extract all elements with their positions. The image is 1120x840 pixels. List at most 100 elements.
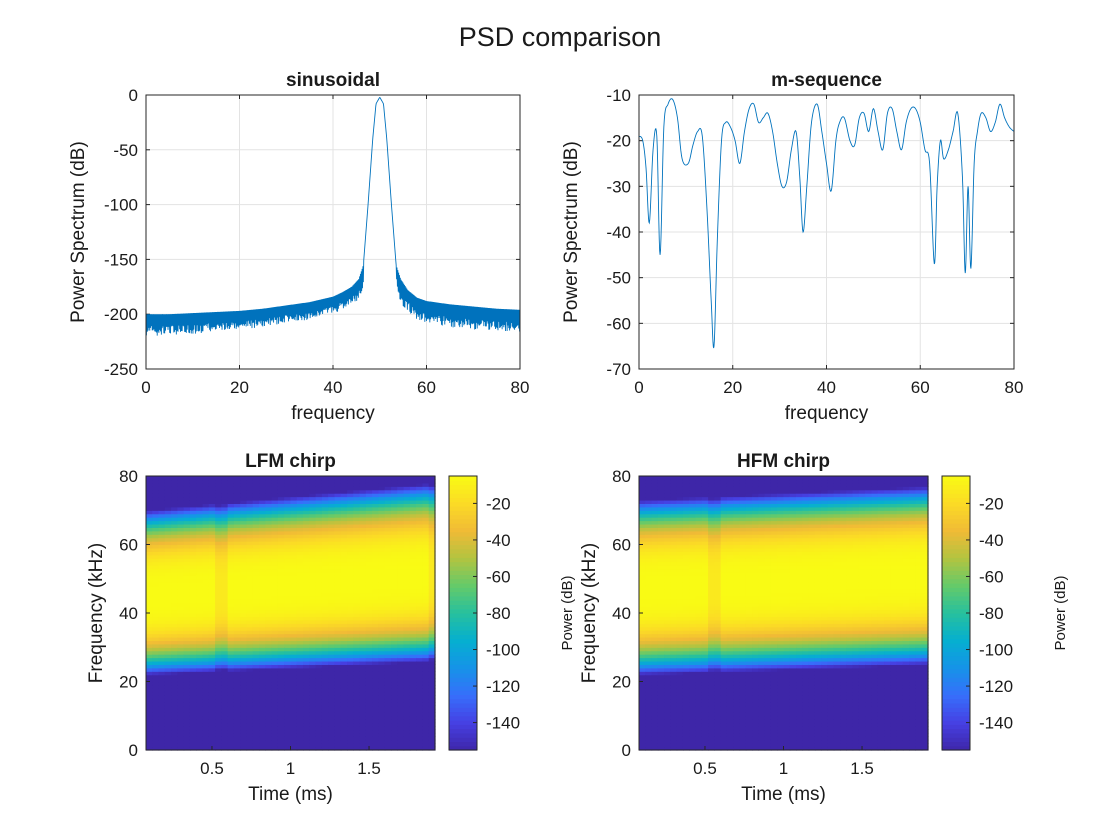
heatmap-cell xyxy=(202,602,210,607)
y-tick-label: 80 xyxy=(612,467,631,486)
heatmap-cell xyxy=(246,698,254,703)
heatmap-cell xyxy=(340,650,348,655)
heatmap-cell xyxy=(701,688,709,693)
heatmap-cell xyxy=(271,530,279,535)
heatmap-cell xyxy=(315,732,323,737)
heatmap-cell xyxy=(409,582,417,587)
heatmap-cell xyxy=(657,732,665,737)
heatmap-cell xyxy=(347,551,354,556)
heatmap-cell xyxy=(284,643,292,648)
heatmap-cell xyxy=(296,705,304,710)
heatmap-cell xyxy=(189,719,197,724)
heatmap-cell xyxy=(328,565,336,570)
heatmap-cell xyxy=(309,568,317,573)
heatmap-cell xyxy=(284,712,292,717)
heatmap-cell xyxy=(321,626,329,631)
heatmap-cell xyxy=(221,554,229,559)
heatmap-cell xyxy=(428,476,436,481)
heatmap-cell xyxy=(259,558,266,563)
heatmap-cell xyxy=(378,506,386,511)
heatmap-cell xyxy=(359,702,367,707)
heatmap-cell xyxy=(334,660,342,665)
heatmap-cell xyxy=(708,674,715,679)
heatmap-cell xyxy=(347,657,354,662)
heatmap-cell xyxy=(284,664,292,669)
heatmap-cell xyxy=(321,613,329,618)
heatmap-cell xyxy=(303,575,310,580)
heatmap-cell xyxy=(651,746,659,751)
colorbar-swatch xyxy=(449,694,477,700)
heatmap-cell xyxy=(221,626,229,631)
heatmap-cell xyxy=(158,513,166,518)
heatmap-cell xyxy=(196,541,204,546)
heatmap-cell xyxy=(303,599,310,604)
heatmap-cell xyxy=(689,623,697,628)
heatmap-cell xyxy=(321,722,329,727)
heatmap-cell xyxy=(277,530,285,535)
heatmap-cell xyxy=(233,486,241,491)
heatmap-cell xyxy=(651,534,659,539)
heatmap-cell xyxy=(183,647,191,652)
heatmap-cell xyxy=(347,609,354,614)
heatmap-cell xyxy=(321,541,329,546)
heatmap-cell xyxy=(645,691,653,696)
heatmap-cell xyxy=(657,578,665,583)
heatmap-cell xyxy=(372,606,380,611)
heatmap-cell xyxy=(701,626,709,631)
heatmap-cell xyxy=(171,476,179,481)
heatmap-cell xyxy=(428,520,436,525)
heatmap-cell xyxy=(215,551,222,556)
heatmap-cell xyxy=(303,547,310,552)
heatmap-cell xyxy=(303,565,310,570)
heatmap-cell xyxy=(240,561,248,566)
heatmap-cell xyxy=(365,678,373,683)
heatmap-cell xyxy=(328,671,336,676)
heatmap-cell xyxy=(183,626,191,631)
heatmap-cell xyxy=(296,527,304,532)
heatmap-cell xyxy=(708,537,715,542)
heatmap-cell xyxy=(284,554,292,559)
heatmap-cell xyxy=(689,582,697,587)
heatmap-cell xyxy=(164,527,172,532)
heatmap-cell xyxy=(365,589,373,594)
heatmap-cell xyxy=(315,523,323,528)
heatmap-cell xyxy=(328,568,336,573)
heatmap-cell xyxy=(397,534,405,539)
heatmap-cell xyxy=(240,729,248,734)
heatmap-cell xyxy=(422,708,430,713)
heatmap-cell xyxy=(164,626,172,631)
heatmap-cell xyxy=(152,561,160,566)
heatmap-cell xyxy=(196,568,204,573)
heatmap-cell xyxy=(252,606,260,611)
heatmap-cell xyxy=(701,695,709,700)
heatmap-cell xyxy=(714,636,722,641)
heatmap-cell xyxy=(695,688,703,693)
heatmap-cell xyxy=(422,585,430,590)
heatmap-cell xyxy=(227,654,235,659)
heatmap-cell xyxy=(403,719,411,724)
heatmap-cell xyxy=(365,599,373,604)
heatmap-cell xyxy=(682,589,690,594)
heatmap-cell xyxy=(676,565,684,570)
heatmap-cell xyxy=(196,479,204,484)
heatmap-cell xyxy=(384,554,392,559)
heatmap-cell xyxy=(208,565,216,570)
heatmap-cell xyxy=(676,674,684,679)
heatmap-cell xyxy=(409,746,417,751)
heatmap-cell xyxy=(290,486,298,491)
heatmap-cell xyxy=(265,684,273,689)
heatmap-cell xyxy=(252,739,260,744)
heatmap-cell xyxy=(639,626,646,631)
heatmap-cell xyxy=(353,667,361,672)
heatmap-cell xyxy=(271,595,279,600)
heatmap-cell xyxy=(171,708,179,713)
heatmap-cell xyxy=(227,609,235,614)
heatmap-cell xyxy=(303,712,310,717)
heatmap-cell xyxy=(196,719,204,724)
heatmap-cell xyxy=(353,702,361,707)
heatmap-cell xyxy=(240,664,248,669)
heatmap-cell xyxy=(221,736,229,741)
heatmap-cell xyxy=(422,698,430,703)
heatmap-cell xyxy=(639,520,646,525)
heatmap-cell xyxy=(202,506,210,511)
